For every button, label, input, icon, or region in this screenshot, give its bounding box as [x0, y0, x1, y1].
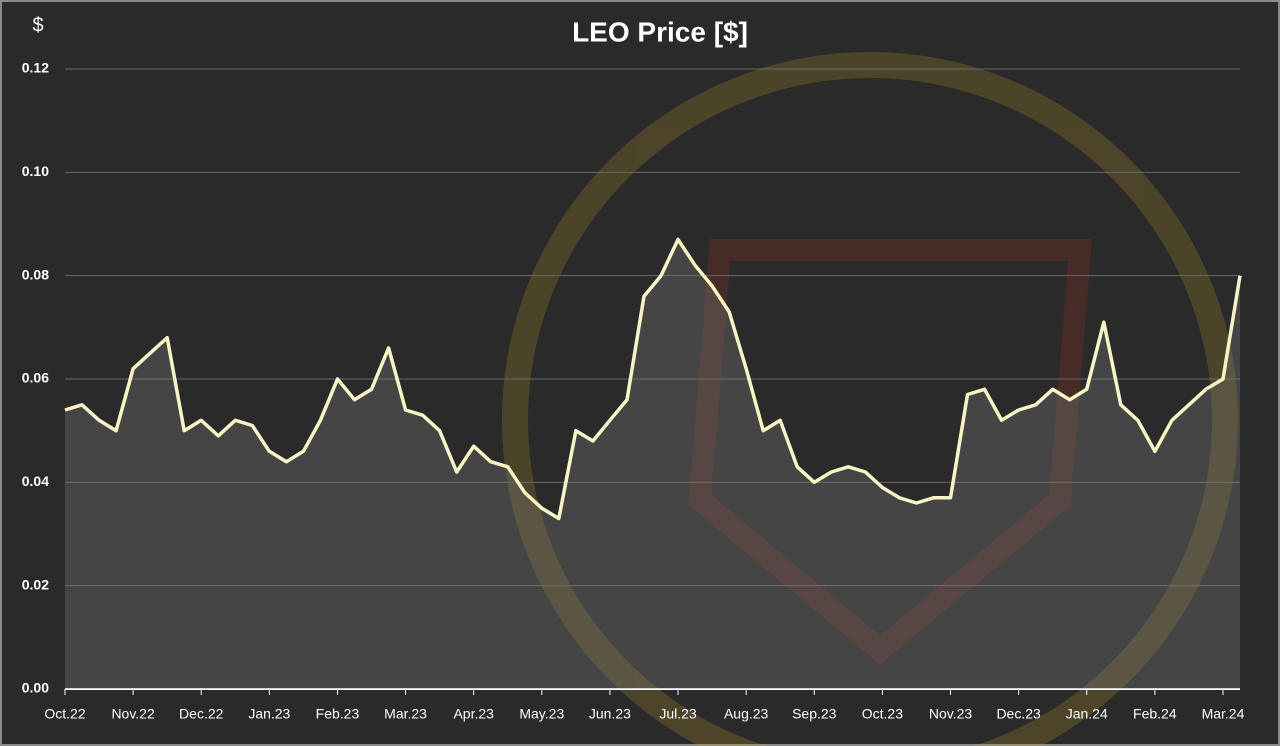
watermark-shield [688, 239, 1092, 665]
x-tick-label: Jan.24 [1066, 706, 1108, 722]
x-tick-label: Feb.23 [316, 706, 360, 722]
x-tick-label: Apr.23 [453, 706, 494, 722]
area [65, 239, 1240, 689]
watermark-ring [502, 52, 1238, 746]
x-tick-label: Jun.23 [589, 706, 631, 722]
y-tick-label: 0.02 [22, 576, 49, 592]
x-tick-label: Mar.24 [1202, 706, 1245, 722]
chart-title: LEO Price [$] [572, 16, 748, 47]
x-tick-label: Oct.22 [44, 706, 85, 722]
x-tick-label: Dec.23 [996, 706, 1041, 722]
price-line [64, 237, 1242, 521]
x-tick-label: May.23 [519, 706, 564, 722]
x-tick-label: Mar.23 [384, 706, 427, 722]
y-tick-label: 0.00 [22, 680, 49, 696]
x-tick-label: Aug.23 [724, 706, 769, 722]
y-tick-label: 0.06 [22, 370, 49, 386]
watermark [502, 52, 1238, 746]
x-tick-label: Jul.23 [659, 706, 697, 722]
x-tick-label: Dec.22 [179, 706, 224, 722]
y-tick-label: 0.08 [22, 266, 49, 282]
y-tick-label: 0.10 [22, 163, 49, 179]
x-tick-label: Feb.24 [1133, 706, 1177, 722]
x-tick-label: Nov.23 [929, 706, 973, 722]
x-tick-label: Oct.23 [862, 706, 903, 722]
y-axis-label: $ [32, 14, 43, 36]
y-tick-label: 0.12 [22, 60, 49, 76]
x-tick-label: Jan.23 [248, 706, 290, 722]
x-tick-label: Sep.23 [792, 706, 837, 722]
x-tick-label: Nov.22 [111, 706, 155, 722]
y-tick-label: 0.04 [22, 473, 49, 489]
